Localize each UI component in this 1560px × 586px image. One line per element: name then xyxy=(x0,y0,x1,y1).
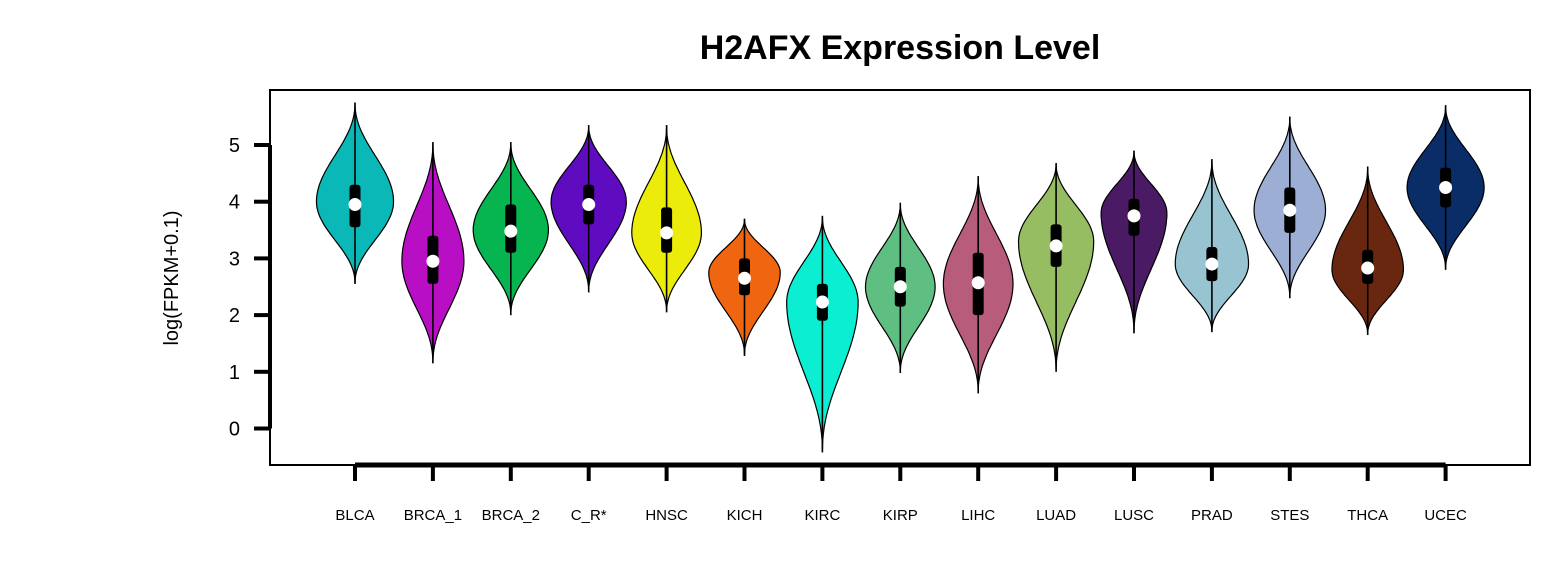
violin-HNSC xyxy=(631,125,702,313)
y-tick-label: 2 xyxy=(229,305,240,327)
violin-median-point xyxy=(971,276,985,290)
x-tick-label: BRCA_1 xyxy=(404,507,462,524)
violin-median-point xyxy=(1049,239,1063,253)
violin-LUAD xyxy=(1017,163,1095,372)
y-tick-label: 1 xyxy=(229,362,240,384)
x-axis: BLCA BRCA_1 BRCA_2 C_R* HNSC KICH KIRC KIRP LIHC… xyxy=(335,462,1467,524)
x-tick-label: KICH xyxy=(727,507,763,524)
violin-median-point xyxy=(660,226,674,240)
violin-BRCA_1 xyxy=(401,142,465,364)
x-tick-label: PRAD xyxy=(1191,507,1233,524)
violin-median-point xyxy=(815,295,829,309)
violin-THCA xyxy=(1331,166,1404,335)
violin-C_R* xyxy=(550,125,627,293)
y-tick-label: 5 xyxy=(229,135,240,157)
chart-title: H2AFX Expression Level xyxy=(700,29,1101,67)
y-tick-label: 0 xyxy=(229,419,240,441)
violin-LIHC xyxy=(942,176,1014,394)
x-tick-label: LUSC xyxy=(1114,507,1154,524)
violin-median-point xyxy=(738,271,751,285)
y-tick-label: 3 xyxy=(229,248,240,270)
x-tick-label: KIRP xyxy=(883,507,918,524)
violin-PRAD xyxy=(1174,159,1250,333)
violin-KIRC xyxy=(786,215,859,453)
violin-median-point xyxy=(1439,181,1453,195)
violin-median-point xyxy=(893,280,907,294)
violin-BLCA xyxy=(315,102,395,284)
y-axis: 0 1 2 3 4 5 xyxy=(229,135,272,441)
x-tick-label: LUAD xyxy=(1036,507,1076,524)
violin-median-point xyxy=(1361,261,1375,275)
x-tick-label: HNSC xyxy=(645,507,688,524)
y-axis-label: log(FPKM+0.1) xyxy=(161,210,183,345)
x-tick-label: KIRC xyxy=(804,507,840,524)
violin-median-point xyxy=(426,254,440,268)
violin-median-point xyxy=(1205,257,1219,271)
x-tick-label: BRCA_2 xyxy=(482,507,540,524)
x-tick-label: LIHC xyxy=(961,507,995,524)
violin-median-point xyxy=(504,224,518,238)
violin-median-point xyxy=(582,198,596,212)
violin-KIRP xyxy=(864,202,936,373)
violin-LUSC xyxy=(1100,150,1168,334)
violin-UCEC xyxy=(1406,105,1485,270)
violin-BRCA_2 xyxy=(472,142,549,316)
violin-KICH xyxy=(708,218,781,356)
violin-median-point xyxy=(348,198,362,212)
x-tick-label: THCA xyxy=(1347,507,1388,524)
x-tick-label: C_R* xyxy=(571,507,607,524)
x-tick-label: BLCA xyxy=(335,507,374,524)
x-tick-label: STES xyxy=(1270,507,1309,524)
violin-median-point xyxy=(1283,203,1297,217)
x-tick-label: UCEC xyxy=(1424,507,1467,524)
violin-STES xyxy=(1253,116,1327,299)
violins xyxy=(315,102,1485,453)
y-tick-label: 4 xyxy=(229,192,240,214)
violin-median-point xyxy=(1127,209,1141,223)
